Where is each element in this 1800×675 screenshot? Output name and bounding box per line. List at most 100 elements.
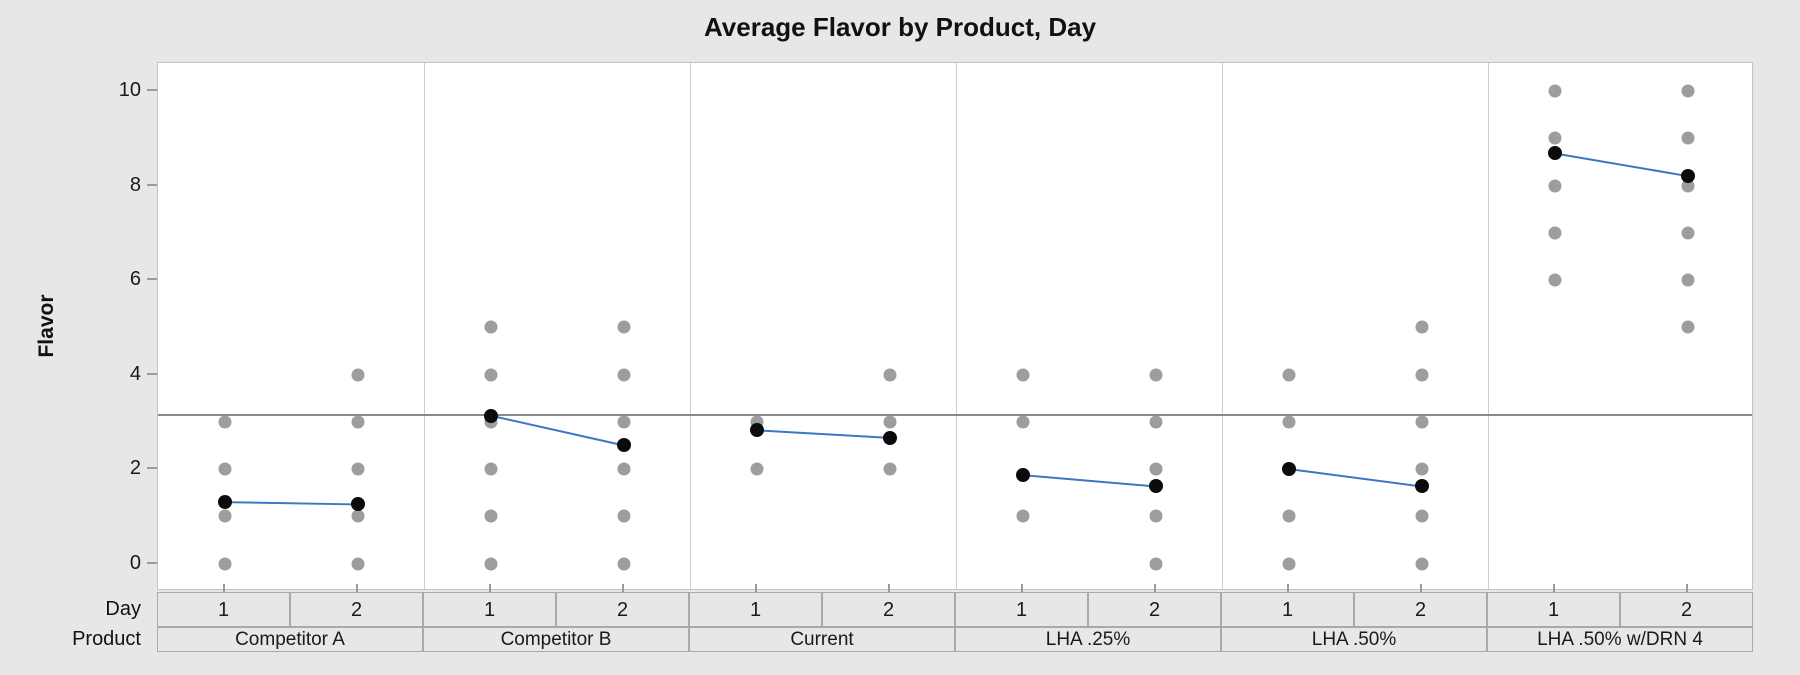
individual-value-point [351, 415, 364, 429]
x-tick-mark [754, 584, 757, 592]
x-tick-mark [887, 584, 890, 592]
day-tick-cell: 2 [1620, 592, 1753, 627]
mean-point [1281, 462, 1296, 476]
individual-value-point [1149, 509, 1162, 523]
individual-value-point [218, 557, 231, 570]
individual-value-point [1016, 509, 1029, 523]
x-tick-mark [222, 584, 225, 592]
mean-point [1148, 479, 1163, 494]
individual-value-point [1016, 415, 1029, 429]
panel-divider [689, 63, 691, 589]
individual-value-point [1415, 557, 1428, 570]
mean-connect-line [1022, 474, 1156, 488]
individual-value-point [1415, 320, 1428, 334]
individual-value-point [617, 509, 630, 523]
individual-value-point [883, 368, 896, 381]
y-tick-label: 8 [129, 173, 141, 196]
panel-divider [1221, 63, 1223, 589]
individual-value-point [1548, 273, 1561, 287]
mean-point [1680, 169, 1695, 184]
y-axis-label: Flavor [35, 294, 58, 358]
individual-value-point [1415, 368, 1428, 381]
x-tick-mark [1552, 584, 1555, 592]
individual-value-point [1681, 273, 1694, 287]
x-tick-mark [355, 584, 358, 592]
mean-point [1015, 468, 1030, 483]
individual-value-point [1681, 226, 1694, 240]
individual-value-point [1282, 557, 1295, 570]
individual-value-point [218, 415, 231, 429]
mean-point [217, 495, 232, 510]
day-tick-cell: 2 [290, 592, 423, 627]
y-tick-label: 2 [129, 457, 141, 479]
individual-value-point [1548, 131, 1561, 145]
individual-value-point [1149, 368, 1162, 381]
day-tick-cell: 1 [1487, 592, 1620, 627]
y-tick-label: 0 [129, 551, 141, 574]
individual-value-point [1681, 131, 1694, 145]
individual-value-point [351, 368, 364, 381]
individual-value-point [1149, 415, 1162, 429]
panel-divider [955, 63, 957, 589]
individual-value-point [484, 320, 497, 334]
panel-divider [423, 63, 425, 589]
mean-point [1547, 146, 1562, 161]
individual-value-point [617, 320, 630, 334]
y-tick-mark [147, 372, 157, 375]
y-tick-mark [147, 467, 157, 469]
chart-title: Average Flavor by Product, Day [703, 12, 1097, 42]
x-tick-mark [1153, 584, 1156, 592]
day-tick-cell: 1 [689, 592, 822, 627]
mean-point [350, 497, 365, 512]
day-tick-cell: 1 [423, 592, 556, 627]
individual-value-point [484, 509, 497, 523]
x-tick-mark [1286, 584, 1289, 592]
individual-value-point [1681, 320, 1694, 334]
mean-point [1414, 479, 1429, 494]
day-tick-cell: 1 [955, 592, 1088, 627]
day-tick-cell: 1 [157, 592, 290, 627]
product-tick-cell: Current [689, 627, 955, 652]
mean-connect-line [756, 429, 890, 439]
mean-point [749, 423, 764, 438]
day-tick-cell: 2 [822, 592, 955, 627]
individual-value-point [617, 557, 630, 570]
mean-connect-line [1288, 468, 1422, 488]
x-tick-mark [488, 584, 491, 592]
plot-area [157, 62, 1753, 590]
y-tick-label: 4 [129, 362, 141, 385]
individual-value-point [218, 509, 231, 523]
individual-value-point [750, 462, 763, 476]
individual-value-point [351, 509, 364, 523]
individual-value-point [1149, 462, 1162, 476]
x-tick-mark [1419, 584, 1422, 592]
product-tick-cell: LHA .50% [1221, 627, 1487, 652]
product-tick-cell: Competitor A [157, 627, 423, 652]
individual-value-point [484, 462, 497, 476]
individual-value-point [1282, 509, 1295, 523]
individual-value-point [1282, 368, 1295, 381]
individual-value-point [1548, 226, 1561, 240]
y-tick-mark [147, 278, 157, 280]
individual-value-point [617, 368, 630, 381]
individual-value-point [351, 557, 364, 570]
individual-value-point [1149, 557, 1162, 570]
individual-value-point [1681, 84, 1694, 98]
individual-value-point [484, 557, 497, 570]
y-tick-mark [147, 183, 157, 186]
day-row-label: Day [105, 598, 141, 620]
individual-value-point [883, 415, 896, 429]
mean-connect-line [1554, 152, 1688, 178]
individual-value-point [1415, 509, 1428, 523]
x-tick-mark [621, 584, 624, 592]
x-tick-mark [1020, 584, 1023, 592]
individual-value-point [1415, 462, 1428, 476]
product-tick-cell: Competitor B [423, 627, 689, 652]
product-tick-cell: LHA .50% w/DRN 4 [1487, 627, 1753, 652]
individual-value-point [218, 462, 231, 476]
individual-value-point [484, 368, 497, 381]
y-tick-label: 6 [129, 268, 141, 290]
day-tick-cell: 2 [556, 592, 689, 627]
mean-point [882, 430, 897, 445]
